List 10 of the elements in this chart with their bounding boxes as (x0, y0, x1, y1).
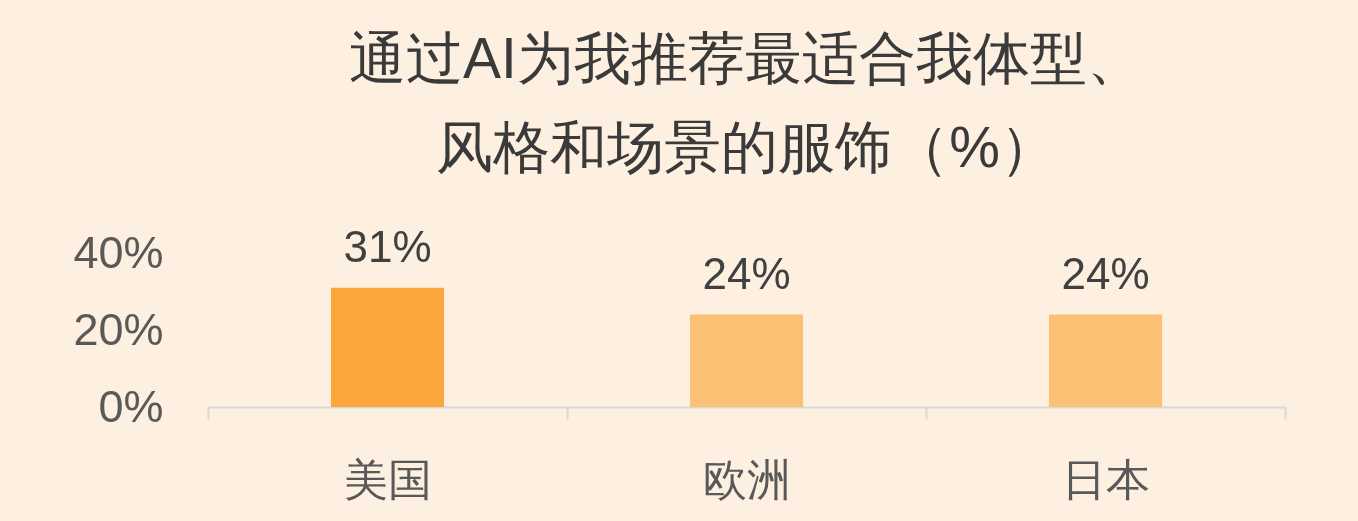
y-tick-label: 20% (73, 303, 164, 355)
y-tick-label: 0% (98, 380, 164, 432)
data-label: 24% (702, 248, 791, 298)
y-tick-label: 40% (73, 226, 164, 278)
data-label: 31% (343, 221, 432, 271)
data-label: 24% (1061, 248, 1150, 298)
x-tick-label: 欧洲 (703, 454, 791, 504)
x-tick-label: 美国 (344, 454, 432, 504)
chart-title: 通过AI为我推荐最适合我体型、风格和场景的服饰（%） (349, 25, 1144, 179)
x-tick-label: 日本 (1062, 454, 1150, 504)
